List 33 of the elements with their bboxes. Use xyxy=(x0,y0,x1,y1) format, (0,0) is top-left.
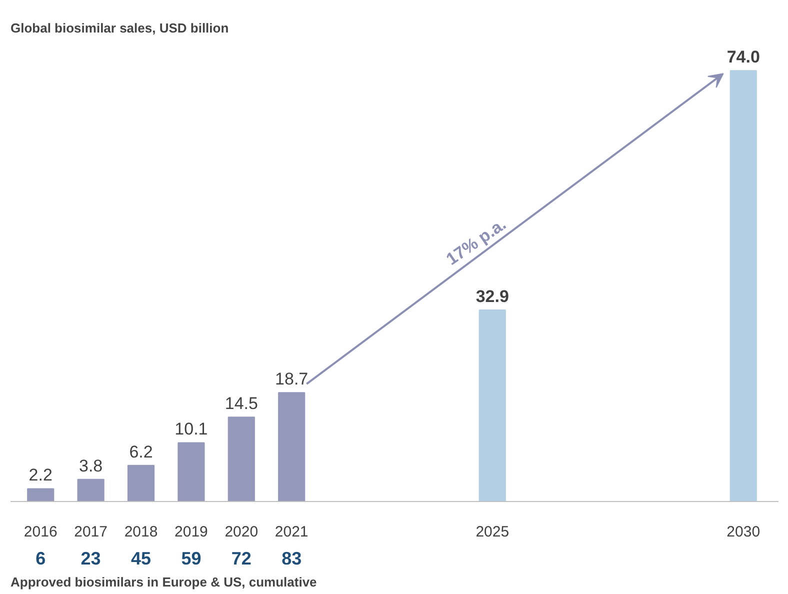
text: 45 xyxy=(131,548,152,568)
x-tick-label: 2020 xyxy=(224,524,258,540)
data-label: 2.2 xyxy=(28,466,52,485)
data-label: 74.0 xyxy=(726,48,760,67)
chart-title: Global biosimilar sales, USD billion xyxy=(10,20,229,36)
text: 72 xyxy=(231,548,252,568)
x-tick-label: 2019 xyxy=(174,524,208,540)
data-label: 6.2 xyxy=(129,442,153,462)
x-tick-label: 2016 xyxy=(24,524,58,540)
annotation: 17% p.a. xyxy=(442,214,510,269)
x-tick-label: 2025 xyxy=(476,524,510,540)
bar xyxy=(478,309,506,502)
data-label: 10.1 xyxy=(174,420,208,439)
bar xyxy=(730,70,757,502)
text: 6 xyxy=(36,548,46,568)
x-tick-label: 2017 xyxy=(74,524,108,540)
bar xyxy=(27,488,54,502)
bar xyxy=(77,478,104,502)
data-label: 32.9 xyxy=(476,286,509,306)
text: 83 xyxy=(282,548,302,568)
data-label: 18.7 xyxy=(275,370,308,389)
data-label: 14.5 xyxy=(224,394,258,414)
bar xyxy=(178,442,205,502)
bar xyxy=(278,392,306,502)
bar xyxy=(228,416,255,502)
text: 59 xyxy=(181,548,202,568)
text: 23 xyxy=(80,548,101,568)
bar xyxy=(127,464,155,502)
x-tick-label: 2030 xyxy=(726,524,760,540)
x-tick-label: 2021 xyxy=(274,524,308,540)
text: Approved biosimilars in Europe & US, cumulative xyxy=(10,574,317,590)
data-label: 3.8 xyxy=(79,456,103,476)
x-tick-label: 2018 xyxy=(124,524,158,540)
